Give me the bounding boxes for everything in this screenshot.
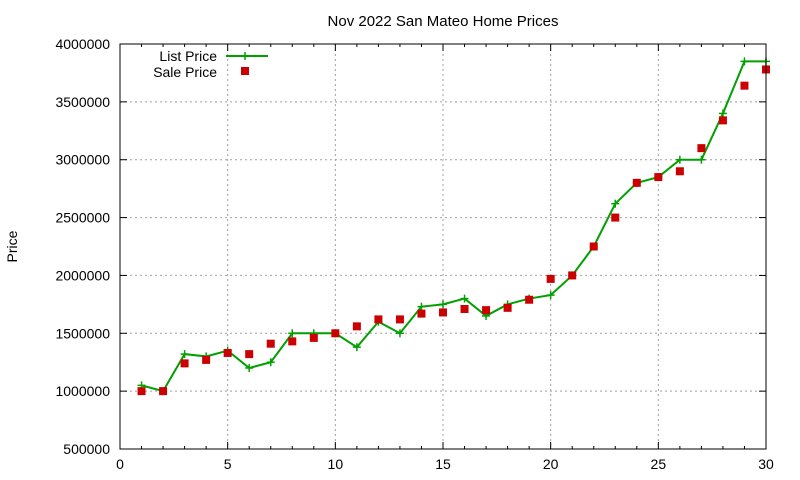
plot-frame (119, 43, 767, 450)
y-tick-label: 2000000 (55, 267, 110, 283)
sale-price-point (137, 387, 146, 396)
sale-price-point (374, 315, 383, 324)
sale-price-point (202, 355, 211, 364)
list-price-point (439, 300, 447, 309)
y-tick-label: 3000000 (55, 152, 110, 168)
sale-price-point (675, 167, 684, 176)
sale-price-point (266, 339, 275, 348)
y-tick-label: 1500000 (55, 325, 110, 341)
axis-ticks: 500000 1000000 1500000 2000000 2500000 300000… (55, 36, 774, 472)
list-price-point (417, 302, 426, 311)
sale-price-point (525, 295, 534, 304)
series-line-list-price (141, 60, 766, 393)
sale-price-point (740, 81, 749, 90)
chart-title: Nov 2022 San Mateo Home Prices (328, 13, 559, 30)
list-price-point (266, 358, 275, 367)
legend-square-marker (241, 67, 249, 75)
x-tick-label: 15 (435, 456, 451, 472)
sale-price-point (417, 309, 426, 318)
y-axis-label: Price (4, 230, 20, 262)
list-price-point (352, 343, 361, 352)
y-tick-label: 4000000 (55, 36, 110, 52)
sale-price-point (718, 116, 727, 125)
sale-price-point (546, 274, 555, 283)
x-tick-label: 5 (224, 456, 232, 472)
list-price-point (245, 364, 254, 372)
x-tick-label: 25 (651, 456, 667, 472)
x-tick-label: 10 (328, 456, 344, 472)
x-tick-label: 0 (116, 456, 124, 472)
sale-price-point (395, 315, 404, 324)
sale-price-point (482, 306, 491, 315)
sale-price-point (632, 178, 641, 187)
y-tick-label: 2500000 (55, 210, 110, 226)
sale-price-point (439, 308, 447, 317)
sale-price-point (611, 213, 620, 222)
list-price-point (546, 291, 555, 300)
sale-price-point (159, 387, 168, 396)
list-price-point (288, 329, 297, 338)
sale-price-point (352, 322, 361, 331)
list-price-point (740, 57, 749, 66)
sale-price-point (503, 303, 512, 312)
list-price-point (675, 155, 684, 164)
x-tick-label: 20 (543, 456, 559, 472)
sale-price-point (568, 271, 577, 280)
sale-price-point (180, 359, 189, 368)
x-tick-label: 30 (758, 456, 774, 472)
sale-price-point (331, 329, 340, 338)
sale-price-point (460, 304, 469, 313)
legend-label-list-price: List Price (159, 48, 217, 64)
sale-price-point (245, 350, 254, 359)
legend-plus-marker (241, 52, 249, 60)
list-price-point (180, 350, 189, 359)
list-price-point (611, 199, 620, 208)
grid-lines (120, 44, 766, 449)
y-tick-label: 1000000 (55, 383, 110, 399)
sale-price-point (697, 144, 706, 153)
list-price-point (718, 109, 727, 118)
legend-label-sale-price: Sale Price (153, 64, 217, 80)
y-tick-label: 3500000 (55, 94, 110, 110)
legend: List Price Sale Price (153, 48, 268, 80)
sale-price-point (589, 242, 598, 251)
sale-price-point (654, 173, 663, 182)
sale-price-point (288, 337, 297, 346)
list-price-point (460, 294, 469, 303)
sale-price-point (309, 333, 318, 342)
series-layer (137, 57, 770, 396)
sale-price-point (223, 348, 232, 357)
list-price-point (697, 155, 706, 164)
y-tick-label: 500000 (63, 441, 110, 457)
list-price-point (395, 329, 404, 338)
